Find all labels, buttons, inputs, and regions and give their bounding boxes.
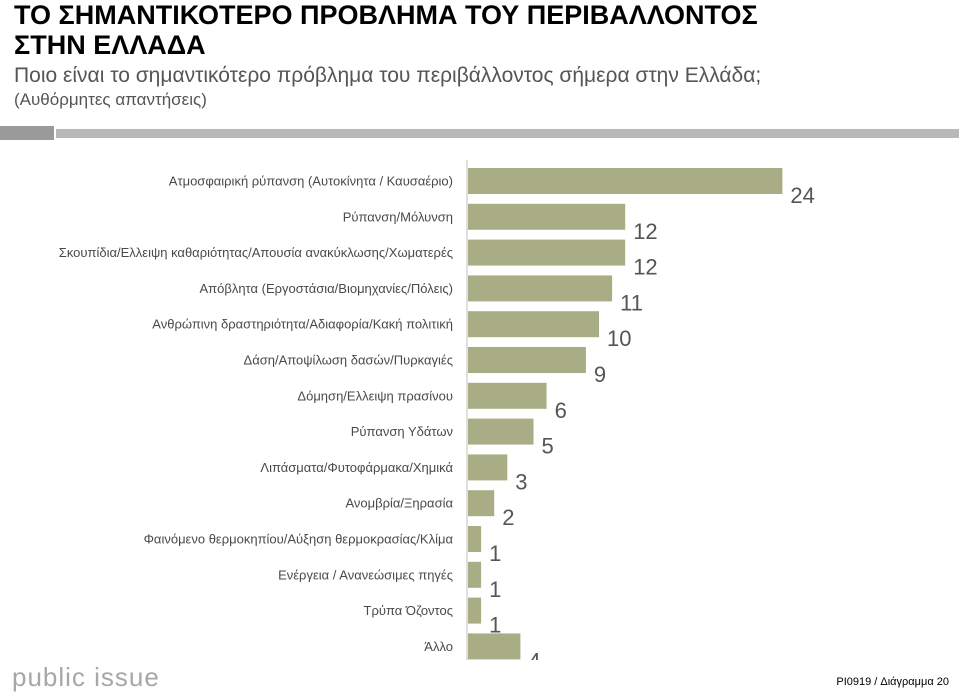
data-label: 1 [489,613,501,638]
category-label: Σκουπίδια/Ελλειψη καθαριότητας/Απουσία α… [59,245,453,260]
category-label: Ανθρώπινη δραστηριότητα/Αδιαφορία/Κακή π… [152,317,453,332]
category-label: Λιπάσματα/Φυτοφάρμακα/Χημικά [260,460,453,475]
category-label: Φαινόμενο θερμοκηπίου/Αύξηση θερμοκρασία… [144,532,454,547]
bar [468,203,626,230]
brand-logo: public issue [12,662,160,692]
data-label: 5 [542,434,554,459]
data-label: 9 [594,362,606,387]
bar [468,168,783,194]
data-label: 6 [555,398,567,423]
category-label: Ενέργεια / Ανανεώσιμες πηγές [278,567,453,582]
category-label: Ανομβρία/Ξηρασία [345,496,453,511]
bar [468,633,521,660]
bar [468,418,534,445]
bar [468,526,482,552]
data-label: 10 [607,326,631,351]
bar-chart: Ατμοσφαιρική ρύπανση (Αυτοκίνητα / Καυσα… [59,160,815,660]
bar [468,275,613,302]
category-label: Άλλο [424,639,453,654]
data-label: 2 [502,505,514,530]
data-label: 3 [515,469,527,494]
bar [468,490,495,517]
page-subtitle: Ποιο είναι το σημαντικότερο πρόβλημα του… [14,64,762,87]
bar [468,561,482,588]
data-label: 12 [633,255,657,280]
data-label: 12 [633,219,657,244]
category-label: Δάση/Αποψίλωση δασών/Πυρκαγιές [244,353,453,368]
page-title: ΤΟ ΣΗΜΑΝΤΙΚΟΤΕΡΟ ΠΡΟΒΛΗΜΑ ΤΟΥ ΠΕΡΙΒΑΛΛΟΝ… [14,0,834,60]
category-label: Δόμηση/Ελλειψη πρασίνου [297,388,453,403]
bar [468,239,626,266]
bar [468,597,482,624]
header-rule-light [56,129,959,138]
footer-label: PI0919 / Διάγραμμα 20 [836,676,949,688]
category-label: Ρύπανση Υδάτων [351,424,453,439]
category-label: Τρύπα Όζοντος [364,603,453,618]
data-label: 4 [528,648,540,660]
bar [468,311,599,338]
data-label: 11 [620,290,643,315]
data-label: 1 [489,577,501,602]
page-note: (Αυθόρμητες απαντήσεις) [14,90,207,109]
bar [468,454,508,481]
category-label: Ατμοσφαιρική ρύπανση (Αυτοκίνητα / Καυσα… [169,174,453,189]
bar [468,382,547,409]
category-label: Ρύπανση/Μόλυνση [343,209,453,224]
header-rule-dark [0,126,54,140]
data-label: 24 [790,183,814,208]
data-label: 1 [489,541,501,566]
bar [468,347,586,373]
category-label: Απόβλητα (Εργοστάσια/Βιομηχανίες/Πόλεις) [199,281,453,296]
page-title-text: ΤΟ ΣΗΜΑΝΤΙΚΟΤΕΡΟ ΠΡΟΒΛΗΜΑ ΤΟΥ ΠΕΡΙΒΑΛΛΟΝ… [14,0,758,60]
